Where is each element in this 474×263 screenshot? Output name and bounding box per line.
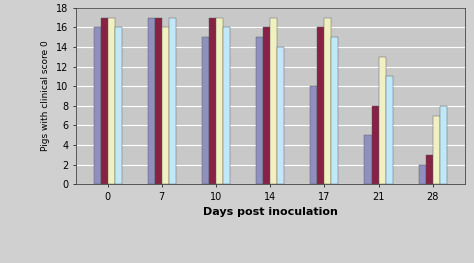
Bar [310, 86, 317, 184]
Bar [148, 18, 155, 184]
Bar [331, 37, 338, 184]
Bar [365, 135, 372, 184]
Bar [379, 57, 386, 184]
Bar [100, 18, 108, 184]
Bar [216, 18, 223, 184]
Bar [202, 37, 209, 184]
Bar [440, 106, 447, 184]
Bar [155, 18, 162, 184]
Bar [169, 18, 176, 184]
Bar [162, 27, 169, 184]
Bar [324, 18, 331, 184]
Bar [256, 37, 263, 184]
Bar [209, 18, 216, 184]
Bar [386, 77, 392, 184]
Bar [263, 27, 270, 184]
Bar [419, 165, 426, 184]
Bar [433, 115, 440, 184]
Bar [317, 27, 324, 184]
Bar [115, 27, 122, 184]
Y-axis label: Pigs with clinical score 0: Pigs with clinical score 0 [41, 41, 50, 151]
Bar [270, 18, 277, 184]
Bar [277, 47, 284, 184]
Bar [372, 106, 379, 184]
X-axis label: Days post inoculation: Days post inoculation [203, 207, 337, 217]
Bar [426, 155, 433, 184]
Bar [93, 27, 100, 184]
Bar [108, 18, 115, 184]
Bar [223, 27, 230, 184]
